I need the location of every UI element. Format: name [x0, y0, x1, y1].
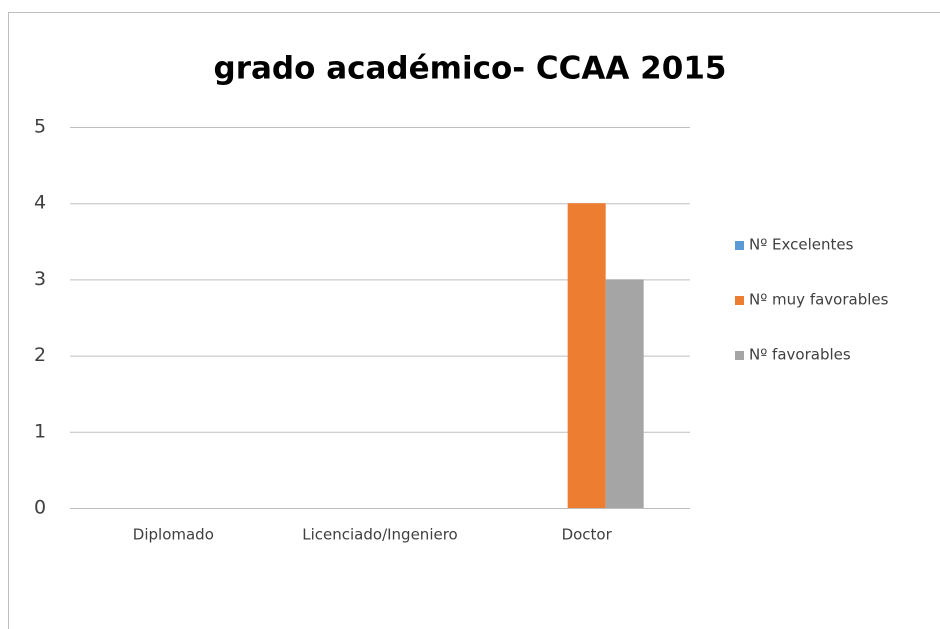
legend-label: Nº favorables: [749, 346, 851, 364]
y-tick-label: 4: [34, 192, 46, 214]
chart-title: grado académico- CCAA 2015: [214, 51, 727, 87]
legend-label: Nº muy favorables: [749, 291, 889, 309]
legend-swatch: [735, 351, 744, 360]
x-tick-label: Diplomado: [133, 526, 214, 544]
y-tick-label: 3: [34, 268, 46, 290]
bar: [567, 203, 606, 508]
y-tick-label: 5: [34, 116, 46, 138]
bar: [605, 279, 644, 508]
chart-frame: [8, 12, 940, 629]
legend-swatch: [735, 241, 744, 250]
legend-swatch: [735, 296, 744, 305]
y-tick-label: 1: [34, 420, 46, 442]
x-tick-label: Licenciado/Ingeniero: [302, 526, 457, 544]
legend-label: Nº Excelentes: [749, 236, 854, 254]
x-tick-label: Doctor: [562, 526, 613, 544]
y-tick-label: 0: [34, 497, 46, 519]
y-tick-label: 2: [34, 344, 46, 366]
